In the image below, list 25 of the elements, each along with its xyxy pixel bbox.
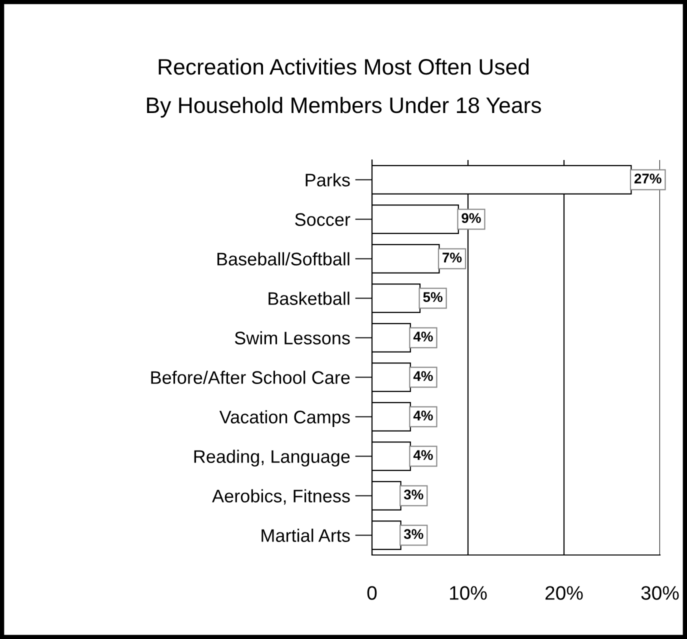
x-tick-label: 20% [546,586,583,600]
y-tick-label: Martial Arts [262,528,350,542]
data-label: 27% [634,174,662,184]
y-tick-label: Before/After School Care [151,370,350,384]
y-tick-label: Reading, Language [194,450,350,467]
y-tick-label: Swim Lessons [234,331,350,344]
data-label: 5% [423,292,442,302]
x-tick-label: 10% [450,586,487,600]
data-label: 4% [413,450,433,460]
y-tick-label: Aerobics, Fitness [212,489,350,505]
y-tick-label: Soccer [295,213,350,226]
chart-title: Recreation Activities Most Often Used By Household Members Under 18 Years [147,58,541,118]
data-label: 7% [442,252,462,262]
y-tick-label: Basketball [268,292,350,305]
data-label: 3% [404,529,424,539]
data-label: 4% [413,332,433,342]
x-tick-label: 30% [641,586,679,600]
data-label: 9% [462,213,481,223]
y-tick-label: Parks [306,173,350,186]
data-label: 3% [404,490,424,500]
y-tick-label: Baseball/Softball [217,252,350,266]
y-tick-label: Vacation Camps [219,410,350,428]
data-label: 4% [413,410,433,420]
x-tick-label: 0 [367,586,377,600]
data-label: 4% [413,371,433,381]
